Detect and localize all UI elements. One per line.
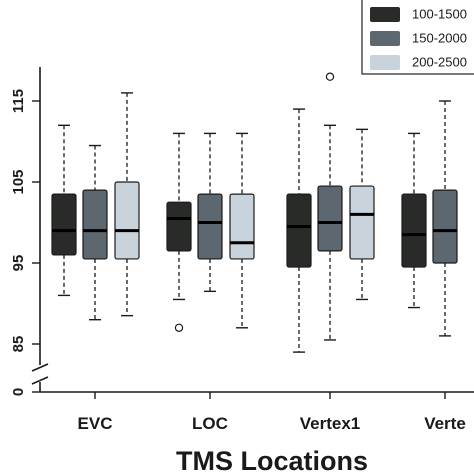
box-100-1500-EVC	[51, 124, 77, 297]
x-tick-label: EVC	[78, 414, 113, 433]
x-tick-label: Vertex1	[300, 414, 361, 433]
box-150-2000-Vertex1	[317, 72, 343, 341]
x-axis-title: TMS Locations	[176, 446, 368, 474]
box-body	[197, 193, 223, 260]
y-tick-label: 115	[10, 89, 27, 113]
legend-label: 200-2500	[412, 54, 467, 69]
box-body	[432, 189, 458, 264]
legend-swatch	[370, 7, 400, 22]
box-body	[401, 193, 427, 268]
box-body	[229, 193, 255, 260]
legend: 100-1500 150-2000 200-2500	[361, 0, 474, 75]
box-200-2500-Vertex1	[349, 128, 375, 301]
y-tick-label: 105	[10, 169, 27, 194]
box-100-1500-LOC	[166, 132, 192, 332]
legend-label: 100-1500	[412, 6, 467, 21]
box-body	[286, 193, 312, 268]
axis-break-mark-upper	[31, 363, 49, 372]
outlier-point	[174, 323, 184, 332]
legend-swatch	[370, 31, 400, 46]
box-body	[166, 201, 192, 252]
box-150-2000-LOC	[197, 132, 223, 293]
box-200-2500-LOC	[229, 132, 255, 329]
y-tick-label: 0	[10, 388, 27, 396]
box-100-1500-Vertex2	[401, 132, 427, 309]
y-tick-label: 85	[10, 336, 27, 353]
legend-items: 100-1500 150-2000 200-2500	[370, 6, 467, 70]
box-body	[82, 189, 108, 260]
legend-label: 150-2000	[412, 30, 467, 45]
box-body	[349, 185, 375, 260]
x-tick-label: LOC	[192, 414, 228, 433]
axes: 0 85 95 105 115 EVC LOC Vertex1 Verte	[10, 67, 474, 433]
x-tick-label: Verte	[424, 414, 466, 433]
box-series	[51, 72, 458, 353]
box-150-2000-Vertex2	[432, 100, 458, 337]
box-200-2500-EVC	[114, 92, 140, 317]
axis-break-mark-lower	[31, 376, 49, 385]
y-tick-label: 95	[10, 255, 27, 272]
box-body	[51, 193, 77, 256]
x-ticks: EVC LOC Vertex1 Verte	[78, 392, 466, 433]
outlier-point	[325, 72, 335, 81]
box-body	[317, 185, 343, 252]
legend-swatch	[370, 55, 400, 70]
box-body	[114, 181, 140, 260]
box-100-1500-Vertex1	[286, 108, 312, 353]
box-150-2000-EVC	[82, 144, 108, 321]
y-ticks: 0 85 95 105 115	[10, 89, 40, 396]
